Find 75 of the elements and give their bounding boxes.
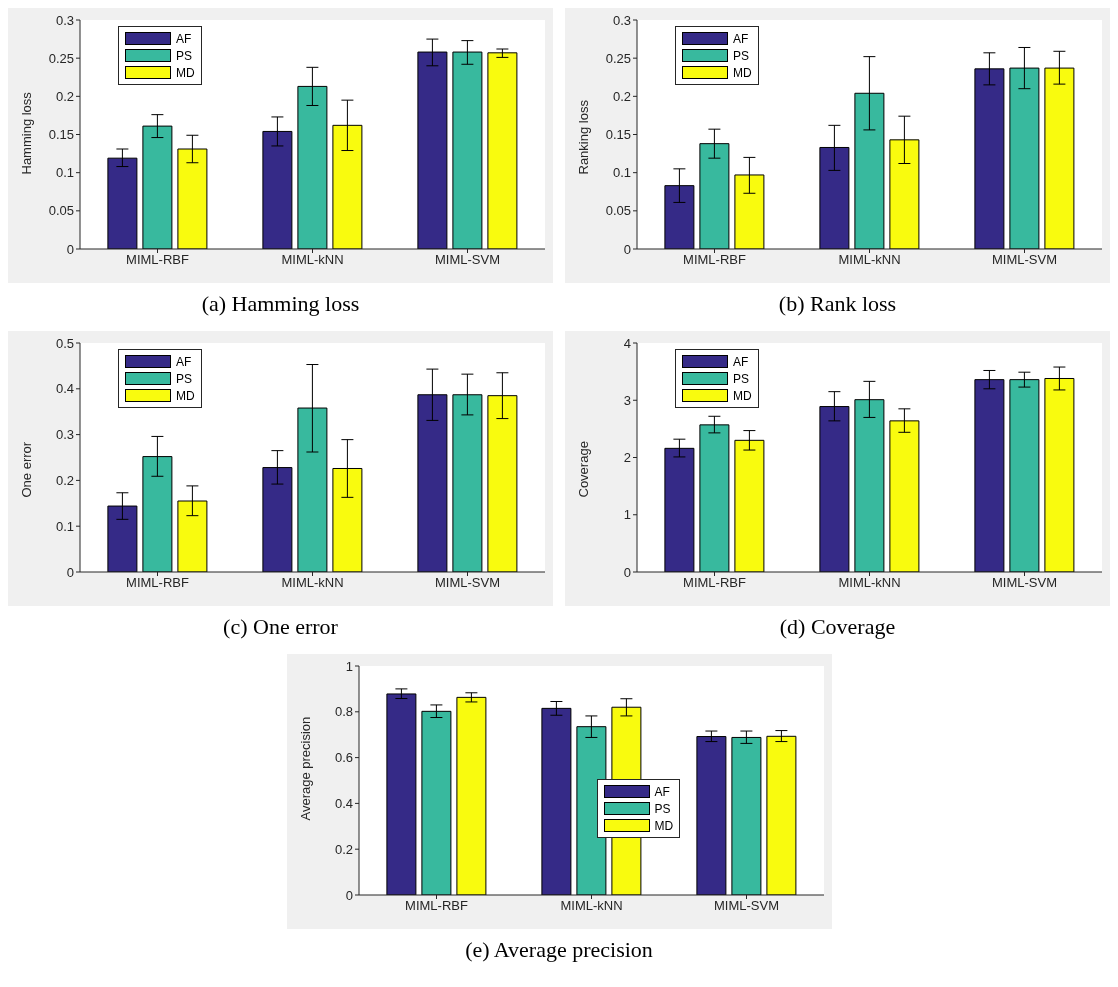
legend-label: MD — [654, 818, 674, 833]
y-axis-title: Coverage — [575, 441, 591, 498]
y-tick-label: 0.4 — [334, 796, 353, 812]
y-tick-label: 0.15 — [48, 127, 74, 143]
text: (e) Average precision — [465, 937, 653, 963]
x-tick-label: MIML-SVM — [992, 252, 1057, 268]
y-tick-label: 0 — [66, 564, 74, 580]
y-tick-label: 0.3 — [55, 427, 74, 443]
y-axis-title: One error — [18, 441, 34, 498]
legend-label: PS — [176, 371, 193, 386]
y-tick-label: 0.05 — [48, 203, 74, 219]
legend-label: AF — [176, 31, 192, 46]
legend-label: AF — [733, 354, 749, 369]
bar — [455, 696, 486, 895]
y-tick-label: 0.1 — [612, 165, 631, 181]
legend-label: AF — [176, 354, 192, 369]
x-tick-label: MIML-RBF — [683, 252, 746, 268]
x-tick-label: MIML-kNN — [838, 252, 901, 268]
y-tick-label: 0.3 — [55, 12, 74, 28]
y-tick-label: 0.2 — [55, 473, 74, 489]
y-tick-label: 0 — [623, 564, 631, 580]
legend-label: PS — [733, 371, 750, 386]
y-axis-title: Ranking loss — [575, 99, 591, 175]
bar — [487, 52, 518, 249]
bar — [765, 735, 796, 895]
y-tick-label: 0.5 — [55, 335, 74, 351]
x-tick-label: MIML-RBF — [126, 252, 189, 268]
legend-label: PS — [654, 801, 671, 816]
x-tick-label: MIML-RBF — [683, 575, 746, 591]
y-tick-label: 0.1 — [55, 165, 74, 181]
text: (d) Coverage — [779, 614, 896, 640]
legend-label: AF — [733, 31, 749, 46]
y-tick-label: 2 — [623, 450, 631, 466]
x-tick-label: MIML-SVM — [435, 252, 500, 268]
y-tick-label: 4 — [623, 335, 631, 351]
x-tick-label: MIML-kNN — [559, 898, 623, 914]
legend-label: MD — [733, 65, 752, 80]
legend-label: PS — [176, 48, 193, 63]
x-tick-label: MIML-SVM — [435, 575, 500, 591]
text: (c) One error — [223, 614, 338, 640]
y-tick-label: 0 — [623, 241, 631, 257]
legend-label: MD — [733, 388, 752, 403]
y-tick-label: 0.8 — [334, 704, 353, 720]
y-tick-label: 0.1 — [55, 518, 74, 534]
y-tick-label: 0.15 — [605, 127, 631, 143]
x-tick-label: MIML-RBF — [404, 898, 468, 914]
y-axis-title: Hamming loss — [18, 91, 34, 175]
x-tick-label: MIML-SVM — [713, 898, 779, 914]
y-tick-label: 0.2 — [55, 88, 74, 104]
y-tick-label: 3 — [623, 392, 631, 408]
y-tick-label: 0.2 — [334, 841, 353, 857]
bar — [385, 693, 416, 895]
y-tick-label: 0 — [66, 241, 74, 257]
text: (b) Rank loss — [778, 291, 897, 317]
legend-label: AF — [654, 784, 670, 799]
text: (a) Hamming loss — [201, 291, 360, 317]
y-tick-label: 0 — [345, 887, 353, 903]
y-axis-title: Average precision — [297, 716, 313, 821]
y-tick-label: 0.6 — [334, 750, 353, 766]
legend-label: PS — [733, 48, 750, 63]
y-tick-label: 1 — [345, 658, 353, 674]
x-tick-label: MIML-SVM — [992, 575, 1057, 591]
y-tick-label: 1 — [623, 507, 631, 523]
legend-label: MD — [176, 65, 195, 80]
y-tick-label: 0.4 — [55, 381, 74, 397]
y-tick-label: 0.05 — [605, 203, 631, 219]
y-tick-label: 0.3 — [612, 12, 631, 28]
legend-label: MD — [176, 388, 195, 403]
x-tick-label: MIML-kNN — [281, 252, 344, 268]
x-tick-label: MIML-RBF — [126, 575, 189, 591]
y-tick-label: 0.25 — [605, 50, 631, 66]
y-tick-label: 0.2 — [612, 88, 631, 104]
x-tick-label: MIML-kNN — [838, 575, 901, 591]
y-tick-label: 0.25 — [48, 50, 74, 66]
x-tick-label: MIML-kNN — [281, 575, 344, 591]
